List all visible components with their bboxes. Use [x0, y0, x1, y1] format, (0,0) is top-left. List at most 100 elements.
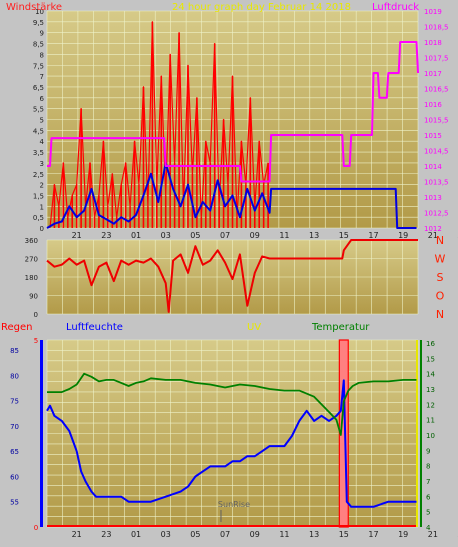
- temperature-tick-label: 10: [426, 432, 435, 440]
- rain-tick-label: 0: [34, 524, 38, 532]
- x-tick-label: 15: [339, 231, 349, 240]
- x-tick-label: 19: [398, 231, 408, 240]
- humidity-temperature-x-axis: 2123010305070911131517192123: [72, 530, 458, 539]
- temperature-tick-label: 12: [426, 401, 435, 409]
- wind-axis-title: Windstärke: [6, 2, 62, 13]
- x-tick-label: 17: [368, 231, 378, 240]
- temperature-tick-label: 7: [426, 478, 430, 486]
- pressure-tick-label: 1013,5: [424, 179, 449, 187]
- wind-tick-label: 4,5: [33, 127, 44, 135]
- x-tick-label: 23: [101, 530, 111, 539]
- x-tick-label: 19: [398, 530, 408, 539]
- direction-tick-label: 360: [25, 237, 38, 245]
- humidity-tick-label: 65: [10, 448, 19, 456]
- x-tick-label: 09: [250, 231, 260, 240]
- wind-tick-label: 0: [40, 225, 44, 233]
- wind-axis-ticks: 0 0,5 1 1,5 2 2,5 3 3,5 4 4,5 5 5,5 6 6,5 7 7,5 8 8,5 9 9,5…: [33, 8, 45, 233]
- x-tick-label: 21: [72, 530, 82, 539]
- sunrise-label: SunRise: [218, 500, 250, 509]
- wind-tick-label: 9: [40, 30, 44, 38]
- x-tick-label: 05: [190, 231, 200, 240]
- compass-label: O: [436, 290, 445, 303]
- temperature-tick-label: 9: [426, 447, 430, 455]
- wind-tick-label: 3: [40, 160, 44, 168]
- pressure-tick-label: 1015: [424, 132, 442, 140]
- wind-tick-label: 5,5: [33, 106, 44, 114]
- direction-tick-label: 180: [25, 274, 38, 282]
- humidity-tick-label: 60: [10, 473, 19, 481]
- wind-tick-label: 3,5: [33, 149, 44, 157]
- temperature-tick-label: 6: [426, 493, 431, 501]
- x-tick-label: 05: [190, 530, 200, 539]
- series-label: Luftfeuchte: [66, 322, 123, 333]
- x-tick-label: 03: [161, 231, 171, 240]
- humidity-line: [46, 379, 417, 508]
- temperature-tick-label: 15: [426, 355, 435, 363]
- humidity-tick-label: 75: [10, 398, 19, 406]
- wind-tick-label: 6,5: [33, 84, 44, 92]
- x-tick-label: 15: [339, 530, 349, 539]
- x-tick-label: 21: [428, 231, 438, 240]
- x-tick-label: 11: [279, 530, 289, 539]
- x-tick-label: 21: [428, 530, 438, 539]
- series-label: Temperatur: [311, 322, 370, 333]
- wind-tick-label: 8: [40, 51, 44, 59]
- sunrise-annotation: SunRise: [218, 500, 250, 522]
- x-tick-label: 07: [220, 530, 230, 539]
- humidity-temperature-grid: [46, 339, 419, 528]
- wind-pressure-series: [46, 21, 419, 229]
- temperature-tick-label: 14: [426, 371, 435, 379]
- x-tick-label: 07: [220, 231, 230, 240]
- direction-line: [46, 239, 418, 313]
- pressure-axis-ticks: 1012 1012,5 1013 1013,5 1014 1014,5 1015 1015,5…: [424, 8, 449, 233]
- pressure-tick-label: 1018,5: [424, 24, 449, 32]
- pressure-tick-label: 1017,5: [424, 55, 449, 63]
- rain-tick-label: 5: [34, 337, 38, 345]
- temperature-tick-label: 8: [426, 463, 430, 471]
- wind-tick-label: 5: [40, 117, 44, 125]
- temperature-tick-label: 16: [426, 340, 435, 348]
- wind-tick-label: 7: [40, 73, 44, 81]
- pressure-tick-label: 1016: [424, 101, 442, 109]
- pressure-axis-title: Luftdruck: [372, 2, 419, 13]
- left-axis-bar: [40, 340, 43, 527]
- pressure-tick-label: 1018: [424, 39, 442, 47]
- compass-label: N: [436, 234, 444, 247]
- direction-tick-label: 0: [34, 311, 38, 319]
- rain-axis-ticks: 05: [34, 337, 38, 532]
- right-axis-bar: [420, 340, 422, 527]
- humidity-temperature-labels: Regen Luftfeuchte UV Temperatur: [1, 322, 370, 333]
- compass-label: S: [437, 271, 444, 284]
- wind-tick-label: 1: [40, 203, 44, 211]
- direction-tick-label: 90: [29, 293, 38, 301]
- series-label: UV: [247, 322, 261, 333]
- humidity-tick-label: 55: [10, 499, 19, 507]
- temperature-line: [47, 372, 417, 436]
- temperature-tick-label: 4: [426, 524, 431, 532]
- compass-label: W: [435, 253, 446, 266]
- x-tick-label: 17: [368, 530, 378, 539]
- x-tick-label: 13: [309, 530, 319, 539]
- pressure-tick-label: 1016,5: [424, 86, 449, 94]
- humidity-tick-label: 80: [10, 372, 19, 380]
- wind-tick-label: 10: [35, 8, 44, 16]
- pressure-tick-label: 1013: [424, 194, 442, 202]
- x-tick-label: 23: [101, 231, 111, 240]
- pressure-tick-label: 1012: [424, 225, 442, 233]
- x-tick-label: 21: [72, 231, 82, 240]
- wind-tick-label: 2: [40, 182, 44, 190]
- pressure-tick-label: 1017: [424, 70, 442, 78]
- wind-tick-label: 6: [40, 95, 45, 103]
- temperature-tick-label: 5: [426, 509, 430, 517]
- wind-tick-label: 0,5: [33, 214, 44, 222]
- x-tick-label: 01: [131, 530, 141, 539]
- humidity-temperature-panel: Regen Luftfeuchte UV Temperatur 55606570758…: [1, 322, 458, 539]
- direction-tick-label: 270: [25, 256, 38, 264]
- pressure-tick-label: 1014: [424, 163, 442, 171]
- x-tick-label: 01: [131, 231, 141, 240]
- wind-tick-label: 9,5: [33, 19, 44, 27]
- compass-label: N: [436, 308, 444, 321]
